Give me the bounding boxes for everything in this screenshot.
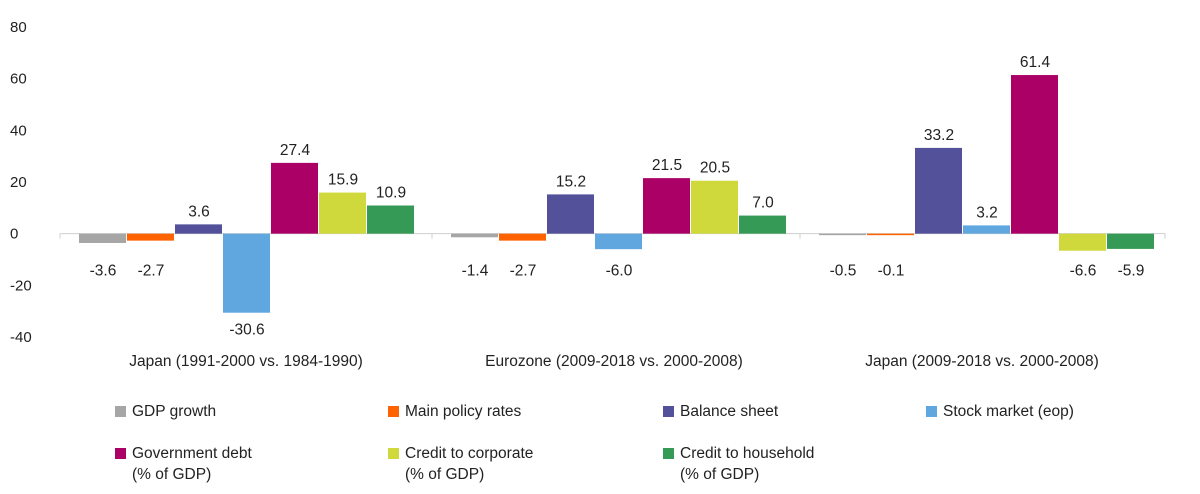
data-label: -2.7 [510, 263, 537, 280]
data-label: 7.0 [752, 195, 774, 212]
bar [451, 233, 498, 238]
category-labels: Japan (1991-2000 vs. 1984-1990) Eurozone … [129, 353, 1099, 370]
bar [271, 162, 318, 234]
data-label: 15.2 [556, 173, 586, 190]
y-tick-label: 60 [10, 71, 27, 88]
bar [739, 215, 786, 234]
data-label: 27.4 [280, 142, 311, 159]
data-label: -0.1 [878, 263, 905, 280]
y-tick-label: 80 [10, 19, 27, 36]
category-label: Japan (1991-2000 vs. 1984-1990) [129, 353, 363, 370]
bar [819, 233, 866, 236]
bar [223, 233, 270, 313]
data-label: -0.5 [830, 263, 857, 280]
bars [79, 75, 1154, 313]
data-label: -5.9 [1118, 263, 1145, 280]
bar [175, 224, 222, 234]
bar [1011, 75, 1058, 234]
bar [367, 205, 414, 234]
bar [691, 180, 738, 234]
data-label: -3.6 [90, 263, 117, 280]
bar [963, 225, 1010, 234]
bar [1059, 233, 1106, 251]
bar [643, 178, 690, 234]
bar [595, 233, 642, 250]
category-label: Eurozone (2009-2018 vs. 2000-2008) [485, 353, 743, 370]
category-label: Japan (2009-2018 vs. 2000-2008) [865, 353, 1099, 370]
y-tick-label: 40 [10, 122, 27, 139]
y-tick-label: 20 [10, 174, 27, 191]
bar [547, 194, 594, 234]
data-label: -1.4 [462, 263, 489, 280]
data-label: 10.9 [376, 185, 406, 202]
bar [319, 192, 366, 234]
data-label: 20.5 [700, 160, 730, 177]
data-label: 3.2 [976, 204, 998, 221]
bar [915, 147, 962, 234]
y-tick-label: -20 [10, 277, 32, 294]
data-label: 15.9 [328, 172, 358, 189]
data-label: 33.2 [924, 127, 954, 144]
bar [127, 233, 174, 241]
bar [867, 233, 914, 236]
data-label: 3.6 [188, 203, 210, 220]
data-label: -30.6 [229, 322, 264, 339]
y-tick-label: -40 [10, 329, 32, 346]
y-tick-label: 0 [10, 226, 18, 243]
bar [79, 233, 126, 243]
bar [1107, 233, 1154, 249]
data-label: 61.4 [1020, 54, 1051, 71]
data-label: -6.6 [1070, 263, 1097, 280]
y-axis: 80 60 40 20 0 -20 -40 [10, 19, 32, 346]
data-label: -2.7 [138, 263, 165, 280]
data-label: -6.0 [606, 263, 633, 280]
data-labels: -3.6 -1.4 -0.5 -2.7 -2.7 -0.1 3.6 15.2 33.2 -30.6… [90, 54, 1145, 339]
bar [499, 233, 546, 241]
data-label: 21.5 [652, 157, 682, 174]
